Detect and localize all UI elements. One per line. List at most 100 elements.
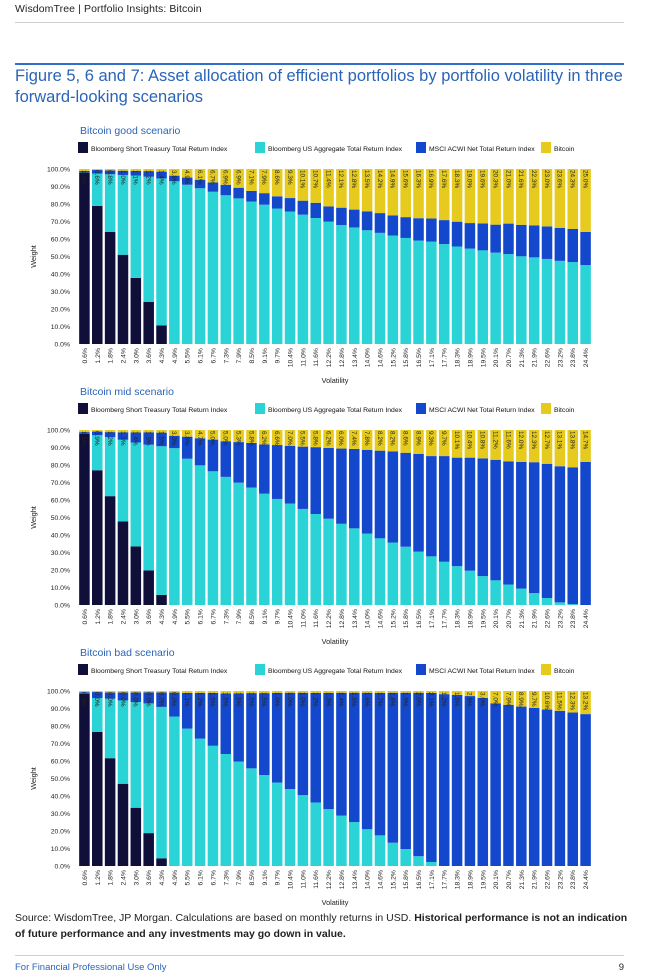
bar-segment bbox=[181, 184, 193, 344]
bar-segment bbox=[271, 196, 283, 209]
x-tick-label: 20.7% bbox=[506, 870, 513, 889]
data-label: 2.9% bbox=[466, 692, 473, 707]
data-label: 11.2% bbox=[491, 431, 498, 449]
data-label: 16.3% bbox=[414, 170, 421, 188]
legend-label: Bloomberg US Aggregate Total Return Inde… bbox=[268, 407, 403, 414]
bar-segment bbox=[104, 758, 116, 866]
bar-segment bbox=[451, 694, 463, 866]
bar-segment bbox=[130, 170, 142, 176]
bar-segment bbox=[143, 692, 154, 704]
data-label: 6.0% bbox=[337, 431, 344, 446]
bar-segment bbox=[79, 431, 90, 433]
bar-segment bbox=[117, 169, 129, 171]
bar-segment bbox=[464, 696, 476, 866]
bar-segment bbox=[541, 709, 553, 866]
bar-segment bbox=[169, 430, 180, 436]
bar-segment bbox=[451, 457, 463, 567]
data-label: 1.5% bbox=[234, 692, 241, 707]
bar-segment bbox=[451, 221, 463, 247]
data-label: 6.6% bbox=[273, 431, 280, 446]
bar-segment bbox=[413, 551, 424, 605]
bar-segment bbox=[207, 439, 219, 472]
data-label: 23.6% bbox=[556, 170, 563, 188]
x-tick-label: 14.6% bbox=[377, 609, 384, 628]
bar-segment bbox=[284, 430, 296, 446]
legend-swatch bbox=[78, 403, 88, 414]
x-tick-label: 20.7% bbox=[506, 348, 513, 367]
x-tick-label: 15.8% bbox=[403, 870, 410, 889]
legend-label: MSCI ACWI Net Total Return Index bbox=[429, 407, 535, 414]
y-tick-label: 40.0% bbox=[51, 272, 70, 279]
bar-segment bbox=[438, 430, 450, 457]
x-tick-label: 22.6% bbox=[545, 348, 552, 367]
bar-segment bbox=[194, 692, 206, 739]
bar-segment bbox=[79, 692, 90, 693]
data-label: 7.4% bbox=[350, 431, 357, 446]
bar-segment bbox=[477, 430, 489, 459]
x-tick-label: 23.2% bbox=[557, 609, 564, 628]
data-label: 1.4% bbox=[132, 431, 139, 446]
bar-segment bbox=[194, 438, 206, 466]
data-label: 8.2% bbox=[389, 431, 396, 446]
y-tick-label: 30.0% bbox=[51, 811, 70, 818]
bar-segment bbox=[284, 691, 296, 693]
data-label: 6.7% bbox=[209, 170, 216, 185]
bar-segment bbox=[438, 220, 450, 245]
x-tick-label: 16.5% bbox=[416, 870, 423, 889]
x-tick-label: 7.3% bbox=[223, 609, 230, 625]
bar-segment bbox=[92, 431, 103, 436]
bar-segment bbox=[528, 593, 540, 605]
bar-segment bbox=[194, 169, 206, 180]
data-label: 1.5% bbox=[222, 692, 229, 707]
bar-segment bbox=[413, 240, 424, 344]
x-tick-label: 14.0% bbox=[365, 870, 372, 889]
bar-segment bbox=[413, 430, 424, 454]
bar-segment bbox=[297, 795, 309, 866]
bar-segment bbox=[207, 745, 219, 866]
x-tick-label: 23.8% bbox=[570, 609, 577, 628]
bar-segment bbox=[259, 444, 270, 494]
bar-segment bbox=[490, 252, 501, 344]
bar-segment bbox=[104, 698, 116, 759]
x-tick-label: 15.8% bbox=[403, 609, 410, 628]
bar-segment bbox=[528, 691, 540, 708]
data-label: 15.6% bbox=[401, 170, 408, 188]
legend-swatch bbox=[255, 403, 265, 414]
bar-segment bbox=[143, 432, 154, 445]
bar-segment bbox=[246, 169, 257, 191]
x-tick-label: 18.3% bbox=[455, 870, 462, 889]
bar-segment bbox=[246, 691, 257, 694]
y-axis-label: Weight bbox=[29, 245, 38, 268]
bar-segment bbox=[336, 169, 347, 208]
data-label: 6.1% bbox=[196, 170, 203, 185]
x-tick-label: 11.0% bbox=[300, 348, 307, 367]
bar-segment bbox=[503, 169, 514, 224]
chart-title: Bitcoin bad scenario bbox=[80, 647, 175, 659]
bar-segment bbox=[567, 262, 578, 344]
data-label: 13.1% bbox=[556, 431, 563, 449]
bar-segment bbox=[336, 207, 347, 225]
bar-segment bbox=[516, 691, 527, 707]
x-tick-label: 23.8% bbox=[570, 870, 577, 889]
bar-segment bbox=[259, 169, 270, 194]
bar-segment bbox=[220, 195, 232, 344]
bar-segment bbox=[181, 728, 193, 866]
bar-segment bbox=[323, 691, 334, 693]
x-tick-label: 4.9% bbox=[172, 870, 179, 886]
data-label: 1.3% bbox=[119, 431, 126, 446]
bar-segment bbox=[297, 446, 309, 509]
x-axis-label: Volatility bbox=[322, 376, 349, 385]
bar-segment bbox=[156, 706, 167, 859]
source-text: Source: WisdomTree, JP Morgan. Calculati… bbox=[15, 912, 415, 924]
x-tick-label: 13.4% bbox=[352, 870, 359, 889]
bar-segment bbox=[387, 430, 399, 452]
x-tick-label: 22.6% bbox=[545, 870, 552, 889]
data-label: 0.0% bbox=[106, 692, 113, 707]
bar-segment bbox=[516, 256, 527, 344]
y-tick-label: 20.0% bbox=[51, 568, 70, 575]
data-label: 2.1% bbox=[427, 692, 434, 707]
data-label: 1.2% bbox=[144, 170, 151, 185]
x-tick-label: 22.6% bbox=[545, 609, 552, 628]
bar-segment bbox=[271, 208, 283, 344]
bar-segment bbox=[220, 691, 232, 694]
